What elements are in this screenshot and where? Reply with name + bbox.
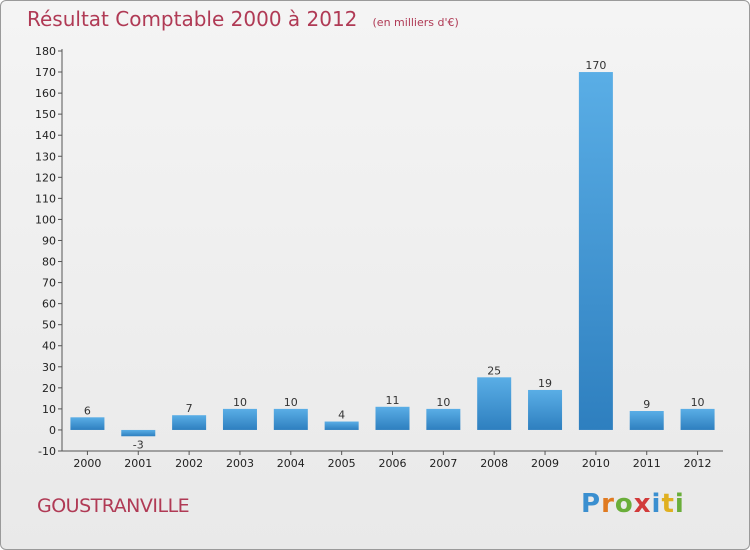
data-label-2008: 25 — [487, 364, 501, 377]
y-tick-label: 160 — [35, 87, 56, 100]
x-tick-label-2006: 2006 — [379, 457, 407, 470]
x-tick-label-2007: 2007 — [429, 457, 457, 470]
y-tick-label: -10 — [38, 445, 56, 458]
chart-title-row: Résultat Comptable 2000 à 2012 (en milli… — [27, 7, 459, 31]
x-tick-label-2010: 2010 — [582, 457, 610, 470]
logo-letter: P — [581, 489, 602, 519]
y-tick-label: 0 — [49, 424, 56, 437]
y-tick-label: 60 — [42, 298, 56, 311]
data-label-2011: 9 — [643, 398, 650, 411]
data-label-2007: 10 — [436, 396, 450, 409]
logo-letter: r — [601, 489, 615, 519]
x-tick-label-2011: 2011 — [633, 457, 661, 470]
x-tick-label-2002: 2002 — [175, 457, 203, 470]
data-label-2000: 6 — [84, 404, 91, 417]
axes: -10 0 10 20 30 40 50 60 70 80 90 100 110 120 130 140 150… — [35, 45, 723, 470]
y-tick-label: 30 — [42, 361, 56, 374]
bar-2004 — [273, 408, 308, 430]
bar-2000 — [70, 417, 105, 430]
x-tick-label-2000: 2000 — [73, 457, 101, 470]
data-label-2005: 4 — [338, 409, 345, 422]
bar-2011 — [629, 411, 664, 430]
data-label-2009: 19 — [538, 377, 552, 390]
y-tick-label: 180 — [35, 45, 56, 58]
bar-2012 — [680, 408, 715, 430]
x-tick-label-2003: 2003 — [226, 457, 254, 470]
y-tick-label: 150 — [35, 108, 56, 121]
y-tick-label: 40 — [42, 340, 56, 353]
commune-name: GOUSTRANVILLE — [37, 495, 190, 517]
y-tick-label: 20 — [42, 382, 56, 395]
x-tick-label-2005: 2005 — [328, 457, 356, 470]
x-tick-label-2008: 2008 — [480, 457, 508, 470]
bar-2007 — [426, 408, 461, 430]
data-labels: 6 -3 7 10 10 4 11 10 25 19 170 9 10 — [84, 59, 705, 451]
logo-letter: t — [661, 489, 675, 519]
bar-2008 — [477, 377, 512, 430]
data-label-2002: 7 — [186, 402, 193, 415]
bar-2003 — [222, 408, 257, 430]
x-tick-label-2009: 2009 — [531, 457, 559, 470]
bar-2006 — [375, 406, 410, 430]
y-tick-label: 130 — [35, 150, 56, 163]
y-tick-label: 100 — [35, 213, 56, 226]
y-tick-label: 140 — [35, 129, 56, 142]
y-tick-label: 90 — [42, 234, 56, 247]
data-label-2010: 170 — [585, 59, 606, 72]
data-label-2004: 10 — [284, 396, 298, 409]
y-tick-label: 120 — [35, 171, 56, 184]
y-tick-label: 70 — [42, 277, 56, 290]
data-label-2001: -3 — [133, 438, 144, 451]
bar-2002 — [172, 415, 207, 430]
bar-2009 — [528, 389, 563, 430]
logo-letter: i — [674, 489, 685, 519]
x-tick-label-2012: 2012 — [684, 457, 712, 470]
y-tick-label: 80 — [42, 256, 56, 269]
bar-2010 — [578, 72, 613, 430]
y-tick-label: 170 — [35, 66, 56, 79]
chart-subtitle: (en milliers d'€) — [372, 16, 459, 29]
y-tick-label: 10 — [42, 403, 56, 416]
bar-2005 — [324, 421, 359, 430]
y-tick-label: 110 — [35, 192, 56, 205]
logo-letter: o — [614, 489, 634, 519]
bar-2001 — [121, 429, 156, 437]
chart-title: Résultat Comptable 2000 à 2012 — [27, 7, 358, 31]
x-tick-label-2004: 2004 — [277, 457, 305, 470]
proxiti-logo[interactable]: Proxiti — [581, 489, 685, 519]
logo-letter: x — [633, 489, 652, 519]
data-label-2012: 10 — [691, 396, 705, 409]
logo-letter: i — [651, 489, 662, 519]
y-tick-label: 50 — [42, 319, 56, 332]
data-label-2006: 11 — [386, 394, 400, 407]
bars — [70, 72, 715, 437]
data-label-2003: 10 — [233, 396, 247, 409]
x-tick-label-2001: 2001 — [124, 457, 152, 470]
